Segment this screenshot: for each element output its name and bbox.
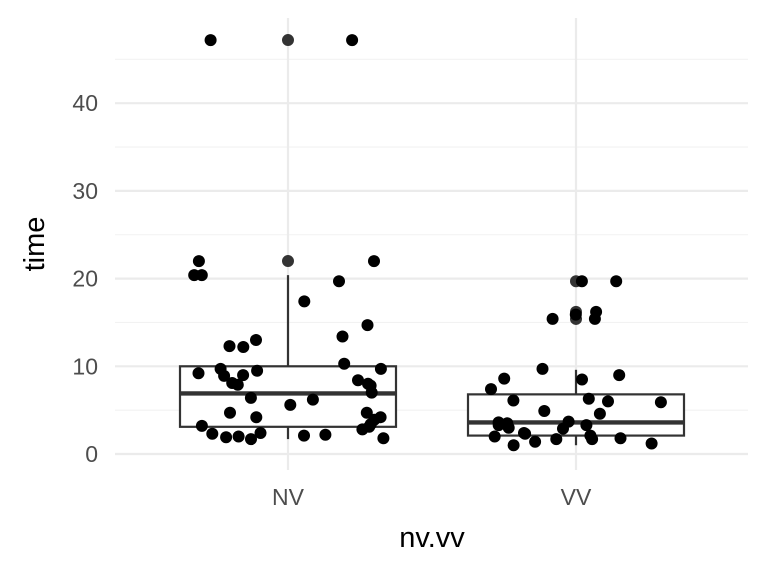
y-tick-label: 30	[72, 178, 98, 204]
data-point	[338, 357, 351, 370]
data-point	[546, 312, 559, 325]
data-point	[231, 378, 244, 391]
data-point	[569, 308, 582, 321]
data-point	[377, 432, 390, 445]
data-point	[206, 427, 219, 440]
data-point	[529, 435, 542, 448]
data-point	[593, 407, 606, 420]
data-point	[298, 295, 311, 308]
boxplot-vv	[466, 275, 686, 446]
jitter-points	[188, 34, 667, 452]
data-point	[557, 422, 569, 435]
data-point	[319, 428, 332, 441]
boxplots	[178, 34, 686, 446]
data-point	[195, 269, 208, 282]
y-tick-label: 10	[72, 353, 98, 379]
data-point	[610, 275, 623, 288]
y-tick-label: 0	[85, 441, 98, 467]
data-point	[360, 406, 373, 419]
data-point	[602, 395, 614, 408]
data-point	[580, 419, 593, 432]
data-point	[298, 429, 310, 442]
data-point	[614, 432, 627, 445]
data-point	[237, 369, 250, 382]
data-point	[192, 255, 205, 268]
data-point	[361, 319, 374, 332]
data-point	[588, 312, 601, 325]
data-point	[507, 394, 520, 407]
data-point	[218, 369, 231, 382]
data-point	[245, 433, 257, 446]
data-point	[204, 34, 217, 47]
data-point	[582, 392, 595, 405]
x-axis-title: nv.vv	[399, 522, 465, 554]
data-point	[223, 340, 236, 353]
data-point	[237, 341, 250, 353]
data-point	[254, 427, 267, 439]
data-point	[306, 393, 319, 406]
data-point	[224, 406, 236, 419]
data-point	[374, 362, 387, 375]
data-point	[365, 386, 378, 399]
data-point	[220, 431, 233, 444]
data-point	[251, 364, 264, 377]
data-point	[576, 373, 588, 386]
data-point	[250, 334, 262, 346]
y-axis-title: time	[19, 217, 51, 272]
data-point	[195, 419, 208, 432]
y-tick-labels: 0 10 20 30 40	[72, 90, 98, 467]
data-point	[613, 369, 626, 382]
data-point	[336, 330, 349, 343]
data-point	[346, 34, 359, 47]
data-point	[192, 367, 205, 380]
data-point	[488, 430, 501, 443]
data-point	[485, 383, 497, 396]
data-point	[507, 439, 520, 452]
data-point	[536, 362, 549, 375]
data-point	[250, 411, 263, 424]
outlier-point	[282, 34, 294, 47]
data-point	[244, 391, 257, 404]
data-point	[575, 275, 588, 288]
data-point	[284, 398, 297, 411]
data-point	[333, 275, 345, 288]
data-point	[538, 405, 551, 417]
data-point	[498, 372, 511, 385]
data-point	[645, 437, 658, 450]
data-point	[352, 374, 364, 387]
data-point	[550, 433, 563, 446]
x-tick-label: NV	[272, 484, 305, 510]
data-point	[586, 433, 599, 446]
x-tick-label: VV	[561, 484, 592, 510]
y-tick-label: 40	[72, 90, 98, 116]
data-point	[232, 430, 245, 443]
y-tick-label: 20	[72, 266, 98, 292]
data-point	[356, 423, 369, 436]
data-point	[502, 421, 515, 434]
data-point	[368, 255, 380, 268]
data-point	[492, 419, 505, 432]
outlier-point	[282, 255, 294, 268]
x-tick-labels: NV VV	[272, 484, 592, 510]
data-point	[654, 396, 667, 409]
data-point	[519, 427, 532, 440]
